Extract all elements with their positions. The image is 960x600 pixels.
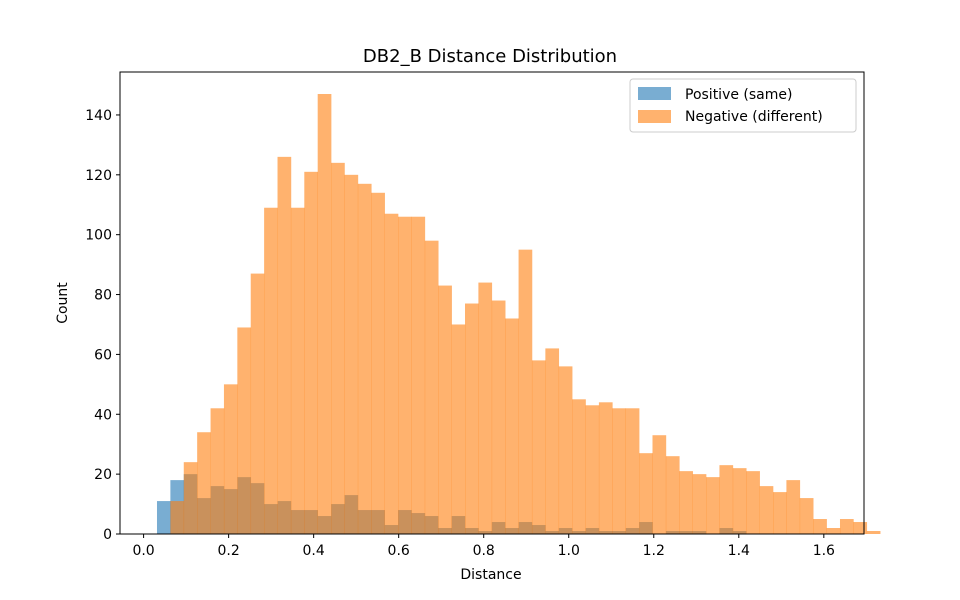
histogram-bar <box>746 471 760 534</box>
axes-frame <box>119 71 865 535</box>
histogram-bar <box>371 192 385 534</box>
x-tick-label: 1.6 <box>813 543 835 559</box>
histogram-bar <box>264 207 278 535</box>
histogram-bar <box>344 174 359 534</box>
x-tick-label: 1.0 <box>558 543 580 559</box>
histogram-bar <box>331 162 345 534</box>
histogram-bar <box>451 324 466 534</box>
legend-frame <box>629 78 857 133</box>
histogram-bar <box>156 501 171 534</box>
histogram-bar <box>197 432 211 534</box>
histogram-bar <box>170 501 185 534</box>
histogram-bar <box>679 471 693 534</box>
y-axis-label: Count <box>55 282 71 324</box>
histogram-bar <box>639 453 653 534</box>
histogram-bar <box>505 318 519 534</box>
x-tick-label: 1.2 <box>643 543 665 559</box>
legend-label-negative: Negative (different) <box>685 109 823 125</box>
histogram-bar <box>465 303 479 534</box>
x-tick-label: 0.0 <box>132 543 154 559</box>
chart-title: DB2_B Distance Distribution <box>363 46 617 67</box>
histogram-bar <box>692 474 707 534</box>
y-tick-label: 0 <box>103 527 112 543</box>
histogram-bar <box>237 327 252 534</box>
y-tick-label: 20 <box>94 467 112 483</box>
x-tick-label: 0.8 <box>473 543 495 559</box>
histogram-bar <box>384 213 399 535</box>
histogram-bar <box>799 498 814 534</box>
histogram-bar <box>598 402 613 534</box>
histogram-bar <box>826 528 841 534</box>
histogram-bar <box>759 486 774 534</box>
histogram-bar <box>210 408 225 534</box>
histogram-bar <box>531 360 546 534</box>
histogram-bar <box>398 216 412 534</box>
histogram-bar <box>491 300 506 534</box>
histogram-bar <box>558 366 573 534</box>
legend-swatch-negative <box>638 110 671 123</box>
histogram-bar <box>572 399 586 534</box>
histogram-bar <box>719 465 734 534</box>
histogram-bar <box>585 405 600 534</box>
histogram-bar <box>411 216 426 534</box>
y-tick-label: 80 <box>94 288 112 304</box>
histogram-bar <box>290 207 305 535</box>
plot-area: 0.0 0.2 0.4 0.6 0.8 1.0 1.2 1.4 1.6 0 20 40 60 80 100 1… <box>85 71 881 559</box>
histogram-bar <box>773 492 787 534</box>
x-axis-label: Distance <box>460 567 521 583</box>
histogram-bar <box>732 468 747 534</box>
x-tick-label: 0.6 <box>388 543 410 559</box>
histogram-bar <box>652 435 667 534</box>
y-tick-label: 60 <box>94 347 112 363</box>
histogram-bar <box>250 273 265 534</box>
histogram-bar <box>223 384 238 534</box>
histogram-bar <box>866 531 881 534</box>
y-tick-label: 120 <box>85 168 112 184</box>
histogram-bar <box>277 156 292 535</box>
y-tick-label: 100 <box>85 228 112 244</box>
histogram-bar <box>478 282 493 534</box>
histogram-bar <box>518 249 533 534</box>
histogram-bar <box>183 462 198 534</box>
histogram-bar <box>545 348 560 534</box>
histogram-bar <box>813 519 827 534</box>
histogram-bar <box>424 240 439 535</box>
histogram-bar <box>438 285 452 534</box>
histogram-bar <box>665 456 680 534</box>
legend-label-positive: Positive (same) <box>685 87 792 103</box>
x-tick-label: 1.4 <box>728 543 750 559</box>
y-tick-label: 140 <box>85 108 112 124</box>
histogram-bar <box>625 408 640 534</box>
y-tick-label: 40 <box>94 407 112 423</box>
x-tick-label: 0.4 <box>303 543 325 559</box>
legend-swatch-positive <box>638 87 671 100</box>
histogram-bar <box>304 171 318 534</box>
legend: Positive (same) Negative (different) <box>629 78 857 133</box>
histogram-bar <box>853 522 868 534</box>
histogram-bar <box>612 408 627 534</box>
series-negative <box>170 94 881 535</box>
histogram-bar <box>839 519 854 534</box>
histogram-bar <box>706 477 720 534</box>
histogram-bar <box>357 183 372 535</box>
histogram-bar <box>317 94 332 534</box>
histogram-bar <box>786 480 801 534</box>
x-tick-label: 0.2 <box>217 543 239 559</box>
